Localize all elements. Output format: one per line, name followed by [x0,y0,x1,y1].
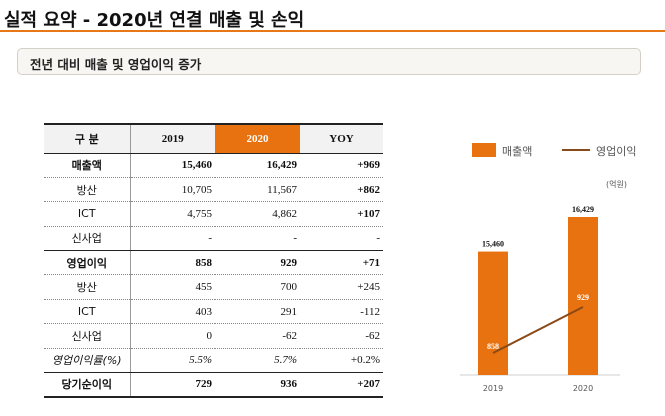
cell-2019: 403 [130,299,215,325]
title-divider [0,30,665,32]
bar-value-label: 15,460 [482,240,504,249]
cell-yoy: - [300,226,383,252]
legend-line-swatch [562,149,590,151]
table-row: 매출액 15,460 16,429 +969 [44,153,383,178]
page-title: 실적 요약 - 2020년 연결 매출 및 손익 [4,10,305,31]
row-label: 영업이익률(%) [44,348,131,374]
subtitle-box: 전년 대비 매출 및 영업이익 증가 [17,48,641,75]
bar-2019 [478,251,508,375]
bar-value-label: 16,429 [572,205,594,214]
table-row: ICT 403 291 -112 [44,299,383,325]
table-row: 방산 455 700 +245 [44,274,383,300]
row-label: 영업이익 [44,250,131,276]
table-row: 방산 10,705 11,567 +862 [44,177,383,203]
header-2019: 2019 [130,123,215,154]
row-label: 당기순이익 [44,372,131,398]
cell-yoy: +969 [300,153,383,178]
cell-yoy: +0.2% [300,348,383,374]
cell-2019: 858 [130,250,215,276]
operating-profit-line [492,306,584,354]
row-label: ICT [44,201,131,227]
cell-2020: 11,567 [215,177,300,203]
subtitle-text: 전년 대비 매출 및 영업이익 증가 [30,57,202,72]
x-tick-label: 2019 [483,384,503,393]
header-category: 구 분 [44,123,131,154]
revenue-chart: 15,460 2019 16,429 2020 858 929 [460,205,620,393]
table-row: 당기순이익 729 936 +207 [44,372,383,398]
cell-2019: 10,705 [130,177,215,203]
financial-table: 구 분 2019 2020 YOY 매출액 15,460 16,429 +969… [44,123,383,398]
cell-2020: 700 [215,274,300,300]
cell-yoy: +107 [300,201,383,227]
table-header-row: 구 분 2019 2020 YOY [44,123,383,154]
x-tick-label: 2020 [573,384,593,393]
cell-2020: 16,429 [215,153,300,178]
row-label: 매출액 [44,153,131,178]
cell-yoy: +245 [300,274,383,300]
cell-2020: 929 [215,250,300,276]
cell-yoy: -112 [300,299,383,325]
cell-yoy: +71 [300,250,383,276]
row-label: ICT [44,299,131,325]
cell-2019: 15,460 [130,153,215,178]
cell-2020: - [215,226,300,252]
cell-2020: 5.7% [215,348,300,374]
table-row: 영업이익률(%) 5.5% 5.7% +0.2% [44,348,383,374]
header-yoy: YOY [300,123,383,154]
cell-2019: 729 [130,372,215,398]
cell-2019: 4,755 [130,201,215,227]
legend-bar-swatch [472,143,496,157]
cell-2020: -62 [215,323,300,349]
row-label: 방산 [44,177,131,203]
cell-2020: 4,862 [215,201,300,227]
cell-2019: 5.5% [130,348,215,374]
cell-2019: - [130,226,215,252]
cell-yoy: +207 [300,372,383,398]
table-row: 신사업 0 -62 -62 [44,323,383,349]
cell-2020: 936 [215,372,300,398]
row-label: 방산 [44,274,131,300]
table-row: 신사업 - - - [44,226,383,252]
legend-line-label: 영업이익 [596,145,637,158]
chart-unit-label: (억원) [606,180,627,189]
table-row: 영업이익 858 929 +71 [44,250,383,276]
line-value-label: 929 [577,293,589,302]
line-value-label: 858 [487,342,499,351]
row-label: 신사업 [44,226,131,252]
table-row: ICT 4,755 4,862 +107 [44,201,383,227]
bar-2020 [568,217,598,375]
cell-2020: 291 [215,299,300,325]
legend-bar-label: 매출액 [502,145,533,158]
header-2020: 2020 [215,123,300,154]
cell-2019: 455 [130,274,215,300]
cell-yoy: +862 [300,177,383,203]
cell-2019: 0 [130,323,215,349]
row-label: 신사업 [44,323,131,349]
cell-yoy: -62 [300,323,383,349]
